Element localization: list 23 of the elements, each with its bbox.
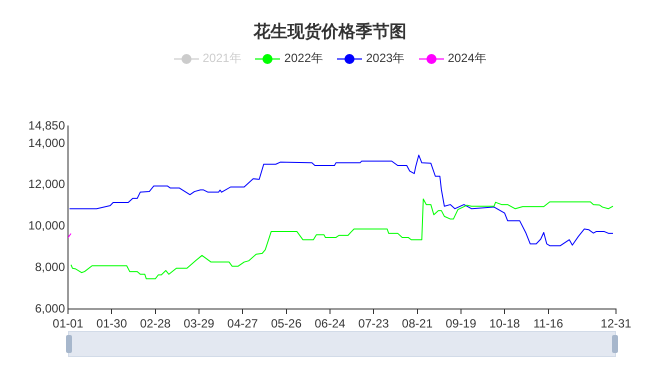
legend-label: 2022年 <box>284 50 323 67</box>
x-tick-label: 01-01 <box>52 316 84 331</box>
y-tick-label: 14,850 <box>28 118 66 132</box>
x-tick-label: 06-24 <box>314 316 346 331</box>
x-tick-label: 03-29 <box>184 316 215 331</box>
x-tick-label: 12-31 <box>600 316 632 331</box>
x-tick-label: 08-21 <box>402 316 433 331</box>
y-tick-label: 14,000 <box>28 136 66 150</box>
x-tick-label: 01-30 <box>96 316 128 331</box>
y-tick-label: 8,000 <box>34 260 66 274</box>
chart-title: 花生现货价格季节图 <box>252 21 408 43</box>
y-tick-label: 10,000 <box>28 218 66 233</box>
x-tick-label: 02-28 <box>140 316 171 331</box>
y-tick-label: 12,000 <box>28 177 66 192</box>
legend-label: 2023年 <box>366 50 405 67</box>
legend-label: 2024年 <box>448 50 486 67</box>
x-tick-label: 07-23 <box>358 316 390 331</box>
y-tick-label: 6,000 <box>34 301 66 316</box>
x-tick-label: 04-27 <box>227 316 258 331</box>
x-tick-label: 09-19 <box>446 316 477 331</box>
x-tick-label: 11-16 <box>533 316 564 331</box>
x-tick-label: 05-26 <box>270 316 302 331</box>
x-tick-label: 10-18 <box>489 316 520 331</box>
